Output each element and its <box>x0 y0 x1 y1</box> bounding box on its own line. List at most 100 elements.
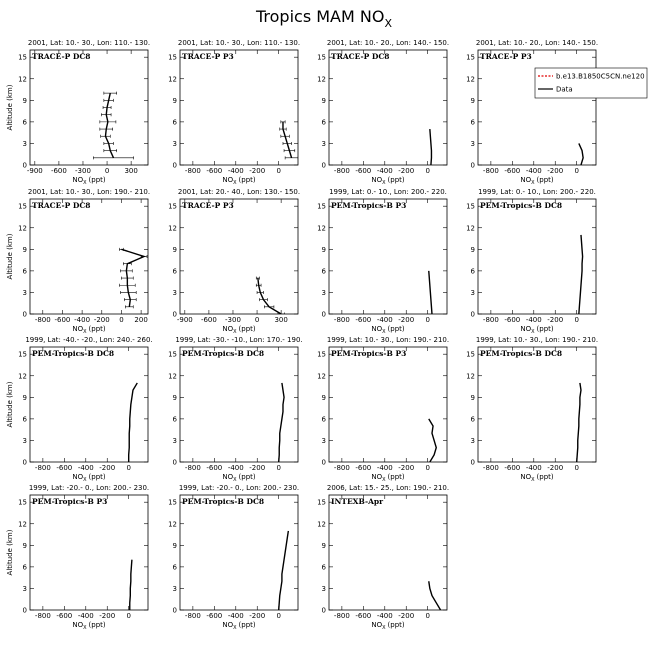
y-tick-label: 0 <box>173 607 177 615</box>
plot-data <box>428 270 433 314</box>
data-line <box>428 418 438 462</box>
x-tick-label: -600 <box>201 316 217 324</box>
y-tick-label: 3 <box>23 140 27 148</box>
y-tick-label: 9 <box>471 97 475 105</box>
y-tick-label: 9 <box>23 394 27 402</box>
y-tick-label: 9 <box>471 394 475 402</box>
error-bar <box>103 149 117 153</box>
error-bar <box>125 305 134 309</box>
x-label-text: NO <box>371 176 382 184</box>
y-tick-label: 15 <box>18 203 27 211</box>
x-label-text: NO <box>72 176 83 184</box>
plot-data <box>129 559 133 610</box>
y-tick-label: 0 <box>173 311 177 319</box>
x-tick-label: -200 <box>99 464 115 472</box>
plot-data <box>119 247 148 309</box>
error-bar <box>283 149 296 153</box>
y-tick-label: 12 <box>18 224 27 232</box>
panel-title: 1999, Lat: -20.- 0., Lon: 200.- 230. <box>179 484 299 492</box>
x-label-unit: (ppt) <box>388 176 405 184</box>
panel-title: 2001, Lat: 10.- 20., Lon: 140.- 150. <box>476 39 598 47</box>
x-tick-label: -900 <box>27 167 43 175</box>
x-tick-label: -200 <box>398 464 414 472</box>
x-tick-label: 0 <box>119 316 123 324</box>
panel: 2001, Lat: 10.- 30., Lon: 110.- 130. -900… <box>6 39 150 186</box>
data-line <box>277 382 285 462</box>
panel-label: TRACE-P P3 <box>182 201 234 210</box>
y-tick-label: 9 <box>322 394 326 402</box>
y-tick-label: 12 <box>317 224 326 232</box>
x-axis-label: NOX (ppt) <box>72 473 106 483</box>
panel: 2001, Lat: 10.- 30., Lon: 190.- 210. -800… <box>6 188 150 335</box>
error-bar <box>102 106 112 109</box>
x-tick-label: -300 <box>225 316 241 324</box>
x-label-text: NO <box>222 176 233 184</box>
x-axis-label: NOX (ppt) <box>72 325 106 335</box>
x-tick-label: 0 <box>126 612 130 620</box>
y-tick-label: 3 <box>471 289 475 297</box>
y-tick-label: 6 <box>471 415 476 423</box>
panel: 2001, Lat: 20.- 40., Lon: 130.- 150. -900… <box>168 188 300 335</box>
x-tick-label: -800 <box>185 167 201 175</box>
x-tick-label: 0 <box>425 464 429 472</box>
x-tick-label: -200 <box>398 612 414 620</box>
x-axis-label: NOX (ppt) <box>72 621 106 631</box>
y-tick-label: 6 <box>322 563 327 571</box>
error-bar <box>255 283 262 287</box>
x-tick-label: 0 <box>425 316 429 324</box>
x-axis-label: NOX (ppt) <box>371 473 405 483</box>
x-tick-label: -200 <box>94 316 110 324</box>
y-axis-label: Altitude (km) <box>6 84 14 130</box>
x-label-unit: (ppt) <box>89 176 106 184</box>
y-tick-label: 6 <box>471 267 476 275</box>
y-tick-label: 9 <box>23 97 27 105</box>
x-tick-label: -600 <box>206 167 222 175</box>
x-tick-label: -800 <box>334 167 350 175</box>
x-label-text: NO <box>520 176 531 184</box>
legend-label: b.e13.B1850C5CN.ne120 <box>556 73 645 81</box>
plot-frame <box>29 198 149 315</box>
x-label-text: NO <box>72 621 83 629</box>
x-label-text: NO <box>222 325 233 333</box>
y-tick-label: 15 <box>168 499 177 507</box>
x-label-subscript: X <box>531 180 535 186</box>
y-tick-label: 15 <box>317 499 326 507</box>
x-tick-label: -600 <box>206 464 222 472</box>
x-tick-label: -600 <box>355 167 371 175</box>
x-tick-label: -400 <box>377 612 393 620</box>
y-tick-label: 12 <box>168 75 177 83</box>
error-bar <box>280 134 290 138</box>
x-axis-label: NOX (ppt) <box>222 473 256 483</box>
y-axis-label: Altitude (km) <box>6 381 14 427</box>
x-axis-label: NOX (ppt) <box>371 176 405 186</box>
error-bar <box>120 290 137 294</box>
x-axis-label: NOX (ppt) <box>520 473 554 483</box>
error-bar <box>99 120 117 124</box>
x-tick-label: -800 <box>35 316 51 324</box>
x-tick-label: -800 <box>185 464 201 472</box>
plot-frame <box>179 49 299 166</box>
x-label-subscript: X <box>382 625 386 631</box>
y-tick-label: 3 <box>322 437 326 445</box>
plot-frame <box>328 49 448 166</box>
y-tick-label: 6 <box>23 563 28 571</box>
panel: 1999, Lat: -20.- 0., Lon: 200.- 230. -800… <box>6 484 149 631</box>
x-label-subscript: X <box>233 180 237 186</box>
error-bar <box>100 134 111 138</box>
y-tick-label: 6 <box>173 267 178 275</box>
x-axis-label: NOX (ppt) <box>222 325 256 335</box>
x-axis-label: NOX (ppt) <box>222 621 256 631</box>
plot-data <box>428 581 442 610</box>
y-tick-label: 3 <box>471 140 475 148</box>
plot-frame <box>29 494 149 611</box>
panel-title: 2001, Lat: 10.- 20., Lon: 140.- 150. <box>327 39 449 47</box>
panel-label: TRACE-P P3 <box>480 52 532 61</box>
x-label-text: NO <box>520 325 531 333</box>
y-tick-label: 3 <box>23 437 27 445</box>
y-tick-label: 3 <box>173 140 177 148</box>
error-bar <box>103 141 114 145</box>
y-axis-label: Altitude (km) <box>6 233 14 279</box>
panel-label: TRACE-P DC8 <box>32 201 91 210</box>
panel-title: 1999, Lat: 10.- 30., Lon: 190.- 210. <box>327 336 449 344</box>
